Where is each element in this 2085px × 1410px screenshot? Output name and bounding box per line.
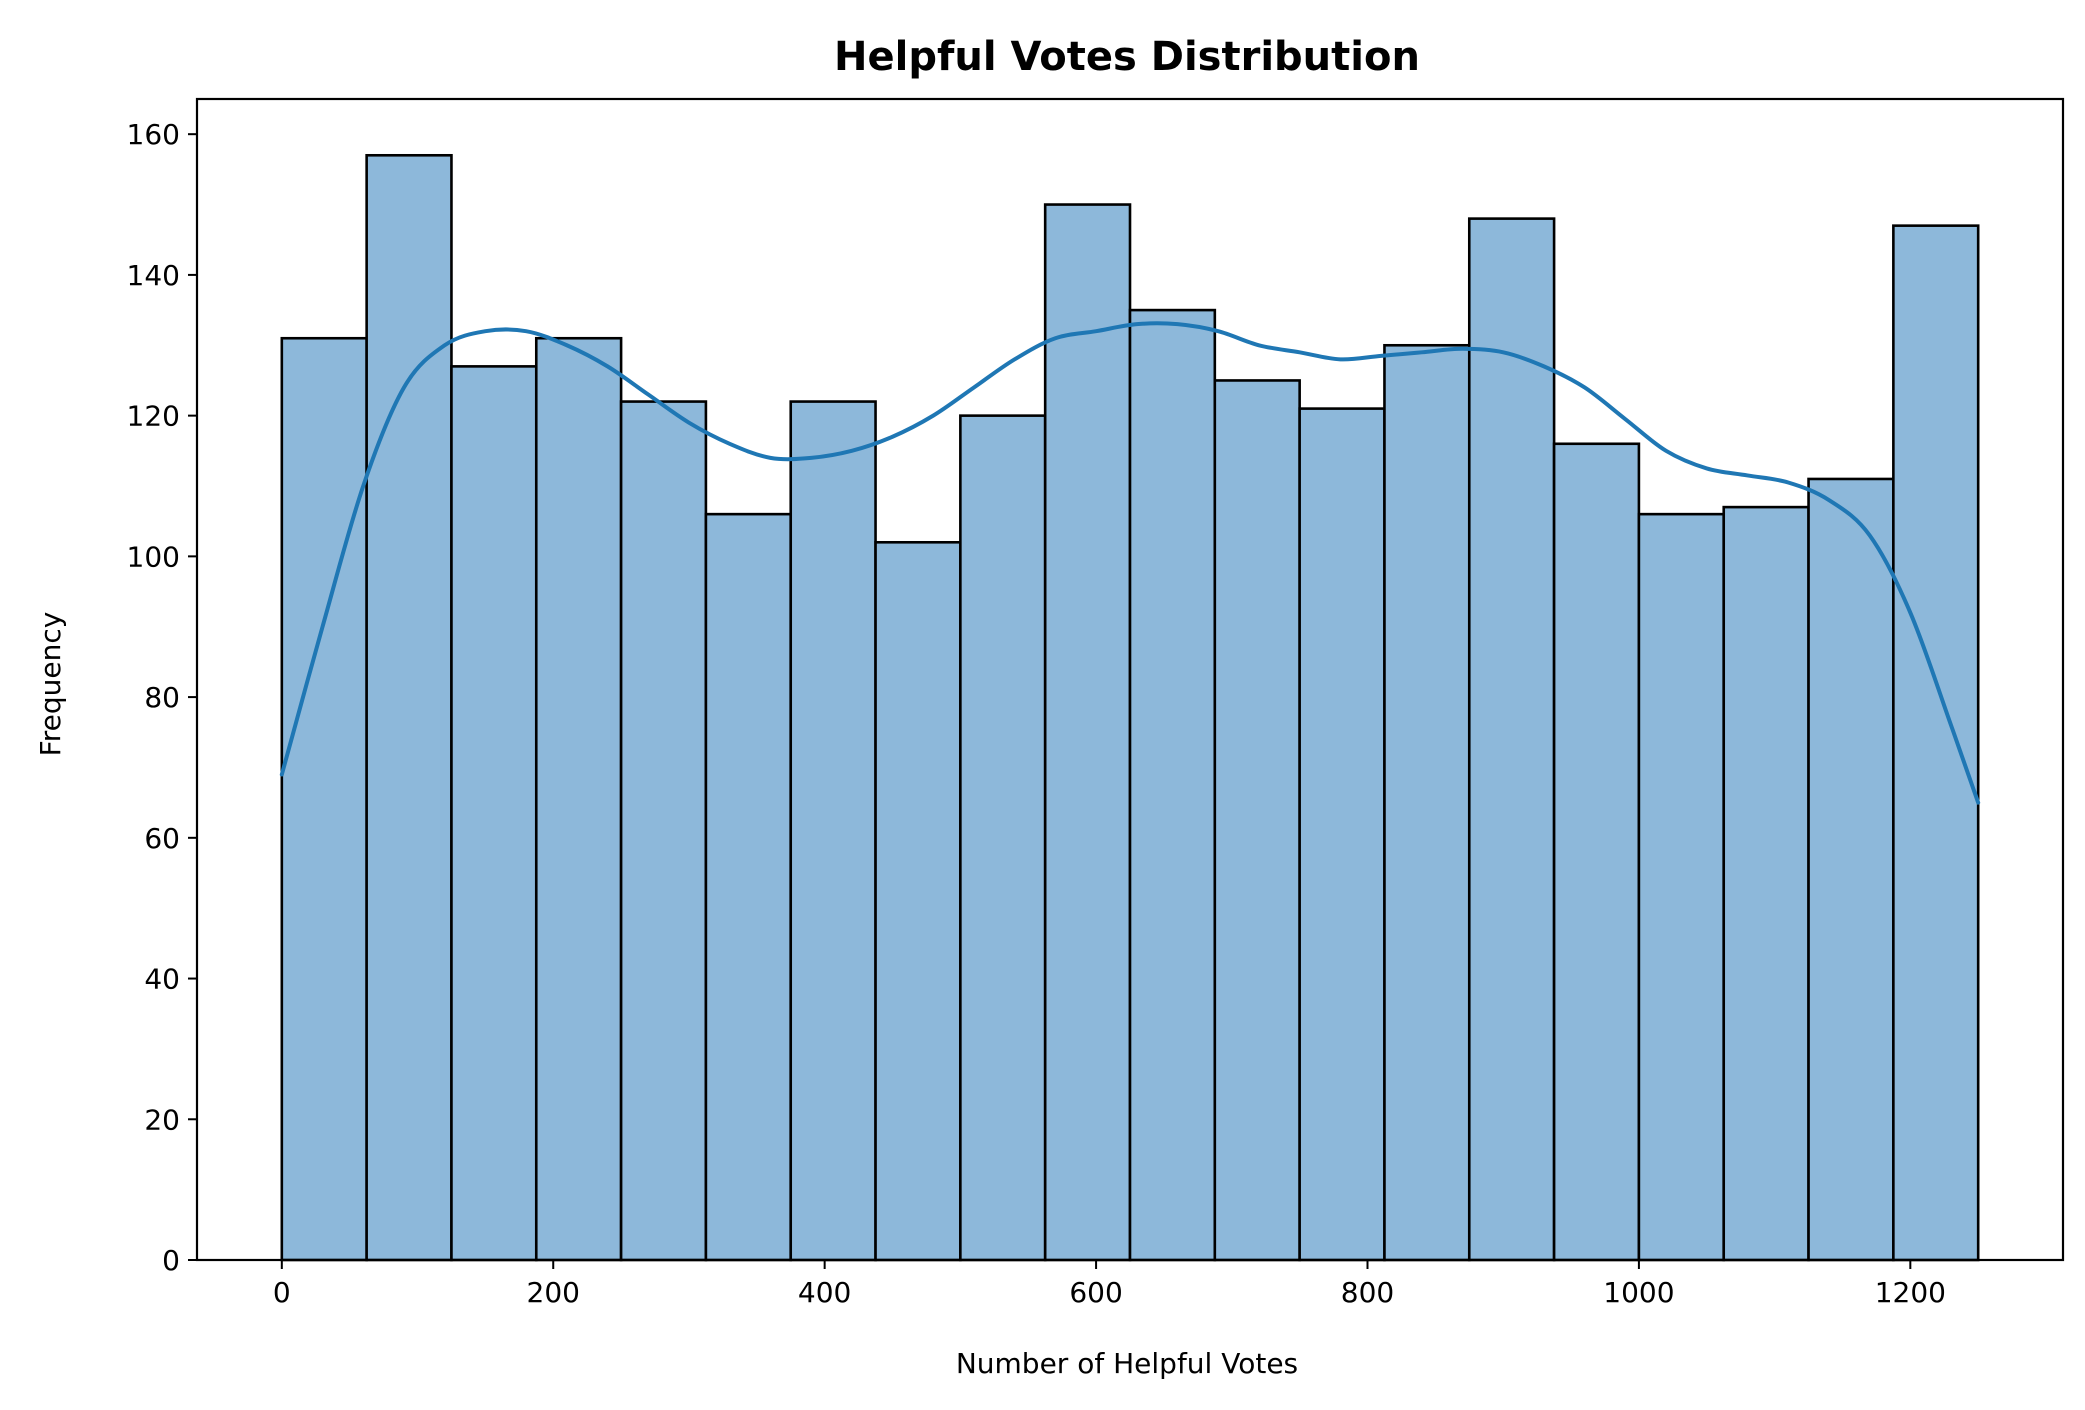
y-tick-label: 100 <box>127 540 180 573</box>
y-tick-label: 0 <box>162 1244 180 1277</box>
chart-title: Helpful Votes Distribution <box>834 34 1420 80</box>
histogram-bar-10 <box>1043 203 1132 1262</box>
x-axis-label: Number of Helpful Votes <box>956 1347 1298 1380</box>
x-tick-label: 800 <box>1341 1276 1394 1309</box>
histogram-bar-14 <box>1383 343 1471 1262</box>
y-axis-ticks: 0 20 40 60 80 100 120 140 160 <box>127 118 197 1277</box>
y-tick-label: 120 <box>127 400 180 433</box>
x-tick-label: 1000 <box>1603 1276 1674 1309</box>
x-tick-label: 400 <box>798 1276 851 1309</box>
y-tick-label: 40 <box>144 963 180 996</box>
histogram-bars <box>280 153 1980 1262</box>
y-tick-label: 140 <box>127 259 180 292</box>
histogram-bar-3 <box>450 365 538 1262</box>
x-tick-label: 1200 <box>1875 1276 1946 1309</box>
y-axis-label: Frequency <box>34 612 67 757</box>
y-tick-label: 80 <box>144 681 180 714</box>
histogram-bar-15 <box>1467 217 1556 1262</box>
histogram-bar-5 <box>619 400 708 1262</box>
histogram-bar-2 <box>365 153 453 1262</box>
x-axis-ticks: 0 200 400 600 800 1000 1200 <box>273 1260 1946 1309</box>
histogram-bar-17 <box>1637 512 1726 1262</box>
histogram-bar-4 <box>534 336 623 1262</box>
histogram-bar-6 <box>704 512 793 1262</box>
histogram-bar-1 <box>280 336 368 1262</box>
kde-curve <box>279 321 1981 805</box>
histogram-bar-7 <box>789 400 877 1262</box>
histogram-bar-18 <box>1722 505 1810 1262</box>
kde-layer <box>279 321 1981 805</box>
histogram-bar-11 <box>1128 308 1217 1262</box>
histogram-bar-13 <box>1298 407 1386 1262</box>
histogram-bar-20 <box>1892 224 1980 1262</box>
histogram-bar-19 <box>1807 477 1895 1262</box>
x-tick-label: 200 <box>527 1276 580 1309</box>
y-tick-label: 160 <box>127 118 180 151</box>
plot-frame <box>195 97 2065 1262</box>
histogram-bar-8 <box>874 540 962 1262</box>
y-tick-label: 20 <box>144 1103 180 1136</box>
histogram-bar-16 <box>1552 442 1641 1262</box>
y-tick-label: 60 <box>144 822 180 855</box>
x-tick-label: 600 <box>1069 1276 1122 1309</box>
histogram-bar-12 <box>1213 379 1301 1262</box>
x-tick-label: 0 <box>273 1276 291 1309</box>
histogram-bar-9 <box>959 414 1047 1262</box>
